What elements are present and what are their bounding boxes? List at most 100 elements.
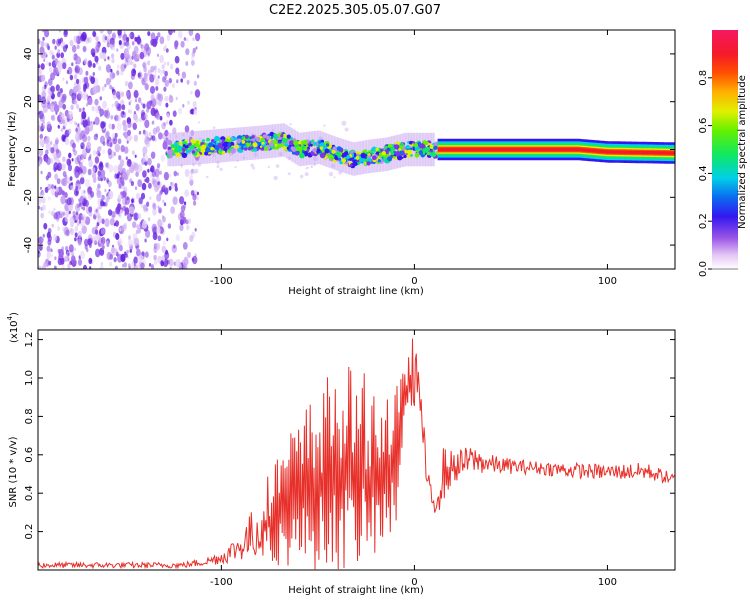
signal-point xyxy=(366,161,371,166)
noise-point xyxy=(65,245,69,252)
noise-point xyxy=(39,133,43,140)
noise-point xyxy=(87,135,91,142)
noise-point xyxy=(169,173,172,178)
signal-point xyxy=(187,147,191,150)
noise-point xyxy=(113,165,119,173)
noise-point xyxy=(63,30,68,38)
noise-point xyxy=(190,169,194,175)
noise-point xyxy=(91,105,95,112)
noise-point xyxy=(72,147,76,152)
noise-point xyxy=(338,170,343,175)
signal-halo xyxy=(411,132,414,167)
signal-point xyxy=(399,150,404,155)
signal-point xyxy=(306,139,310,144)
noise-point xyxy=(150,65,155,73)
noise-point xyxy=(164,75,168,81)
signal-point xyxy=(406,154,411,158)
noise-point xyxy=(82,45,87,53)
noise-point xyxy=(39,186,42,190)
noise-point xyxy=(109,43,113,49)
noise-point xyxy=(92,31,97,38)
signal-point xyxy=(359,157,365,163)
noise-point xyxy=(193,109,198,116)
noise-point xyxy=(92,72,96,76)
noise-point xyxy=(135,171,139,178)
signal-point xyxy=(368,155,371,159)
noise-point xyxy=(67,263,71,269)
noise-point xyxy=(136,37,142,46)
noise-point xyxy=(99,96,103,101)
noise-point xyxy=(163,171,169,181)
signal-point xyxy=(325,143,330,147)
noise-point xyxy=(48,196,51,201)
noise-point xyxy=(69,227,73,233)
noise-point xyxy=(162,216,166,223)
noise-point xyxy=(169,64,174,70)
noise-point xyxy=(155,125,160,133)
noise-point xyxy=(151,264,154,269)
noise-point xyxy=(142,153,149,163)
noise-point xyxy=(124,251,127,256)
x-tick-label: 0 xyxy=(411,577,417,588)
x-tick-label: 0 xyxy=(411,276,417,287)
noise-point xyxy=(163,202,167,207)
noise-point xyxy=(109,84,112,90)
noise-point xyxy=(120,52,125,60)
noise-point xyxy=(91,227,97,235)
signal-halo xyxy=(310,131,313,165)
noise-point xyxy=(287,156,291,160)
noise-point xyxy=(78,202,82,208)
noise-point xyxy=(40,212,44,219)
signal-point xyxy=(418,150,423,155)
signal-point xyxy=(246,142,251,147)
noise-point xyxy=(143,66,147,73)
signal-point xyxy=(360,152,367,159)
noise-point xyxy=(151,223,157,233)
noise-point xyxy=(94,156,100,164)
noise-point xyxy=(164,70,168,77)
noise-point xyxy=(192,193,197,201)
signal-point xyxy=(334,156,339,161)
noise-point xyxy=(115,248,118,253)
noise-point xyxy=(51,54,55,60)
noise-point xyxy=(142,170,147,178)
noise-point xyxy=(55,137,59,145)
noise-point xyxy=(197,162,202,167)
noise-point xyxy=(86,248,89,253)
noise-point xyxy=(83,86,87,92)
signal-point xyxy=(270,136,274,139)
noise-point xyxy=(82,107,85,111)
noise-point xyxy=(183,37,187,41)
noise-point xyxy=(109,261,113,267)
noise-point xyxy=(80,250,85,260)
signal-point xyxy=(241,136,245,140)
noise-point xyxy=(131,198,134,204)
noise-point xyxy=(185,61,189,66)
signal-point xyxy=(262,134,267,139)
signal-point xyxy=(380,148,384,152)
noise-point xyxy=(323,124,326,127)
noise-point xyxy=(104,195,109,203)
noise-point xyxy=(159,226,164,234)
noise-point xyxy=(72,214,76,220)
noise-point xyxy=(186,79,190,85)
noise-point xyxy=(41,90,47,99)
noise-point xyxy=(341,120,347,126)
noise-point xyxy=(56,162,63,172)
noise-point xyxy=(98,171,103,177)
colorbar-tick-label: 0.0 xyxy=(698,261,709,277)
noise-point xyxy=(49,103,56,113)
noise-point xyxy=(153,97,159,106)
noise-point xyxy=(158,163,161,167)
colorbar-label: Normalized spectral amplitude xyxy=(737,75,748,229)
noise-point xyxy=(77,258,83,266)
colorbar-tick-label: 0.6 xyxy=(698,118,709,134)
noise-point xyxy=(59,88,64,94)
noise-point xyxy=(129,31,135,40)
signal-point xyxy=(208,142,214,148)
noise-point xyxy=(97,206,100,211)
noise-point xyxy=(190,90,193,95)
signal-point xyxy=(318,141,321,144)
noise-point xyxy=(92,85,98,95)
noise-point xyxy=(158,132,163,140)
